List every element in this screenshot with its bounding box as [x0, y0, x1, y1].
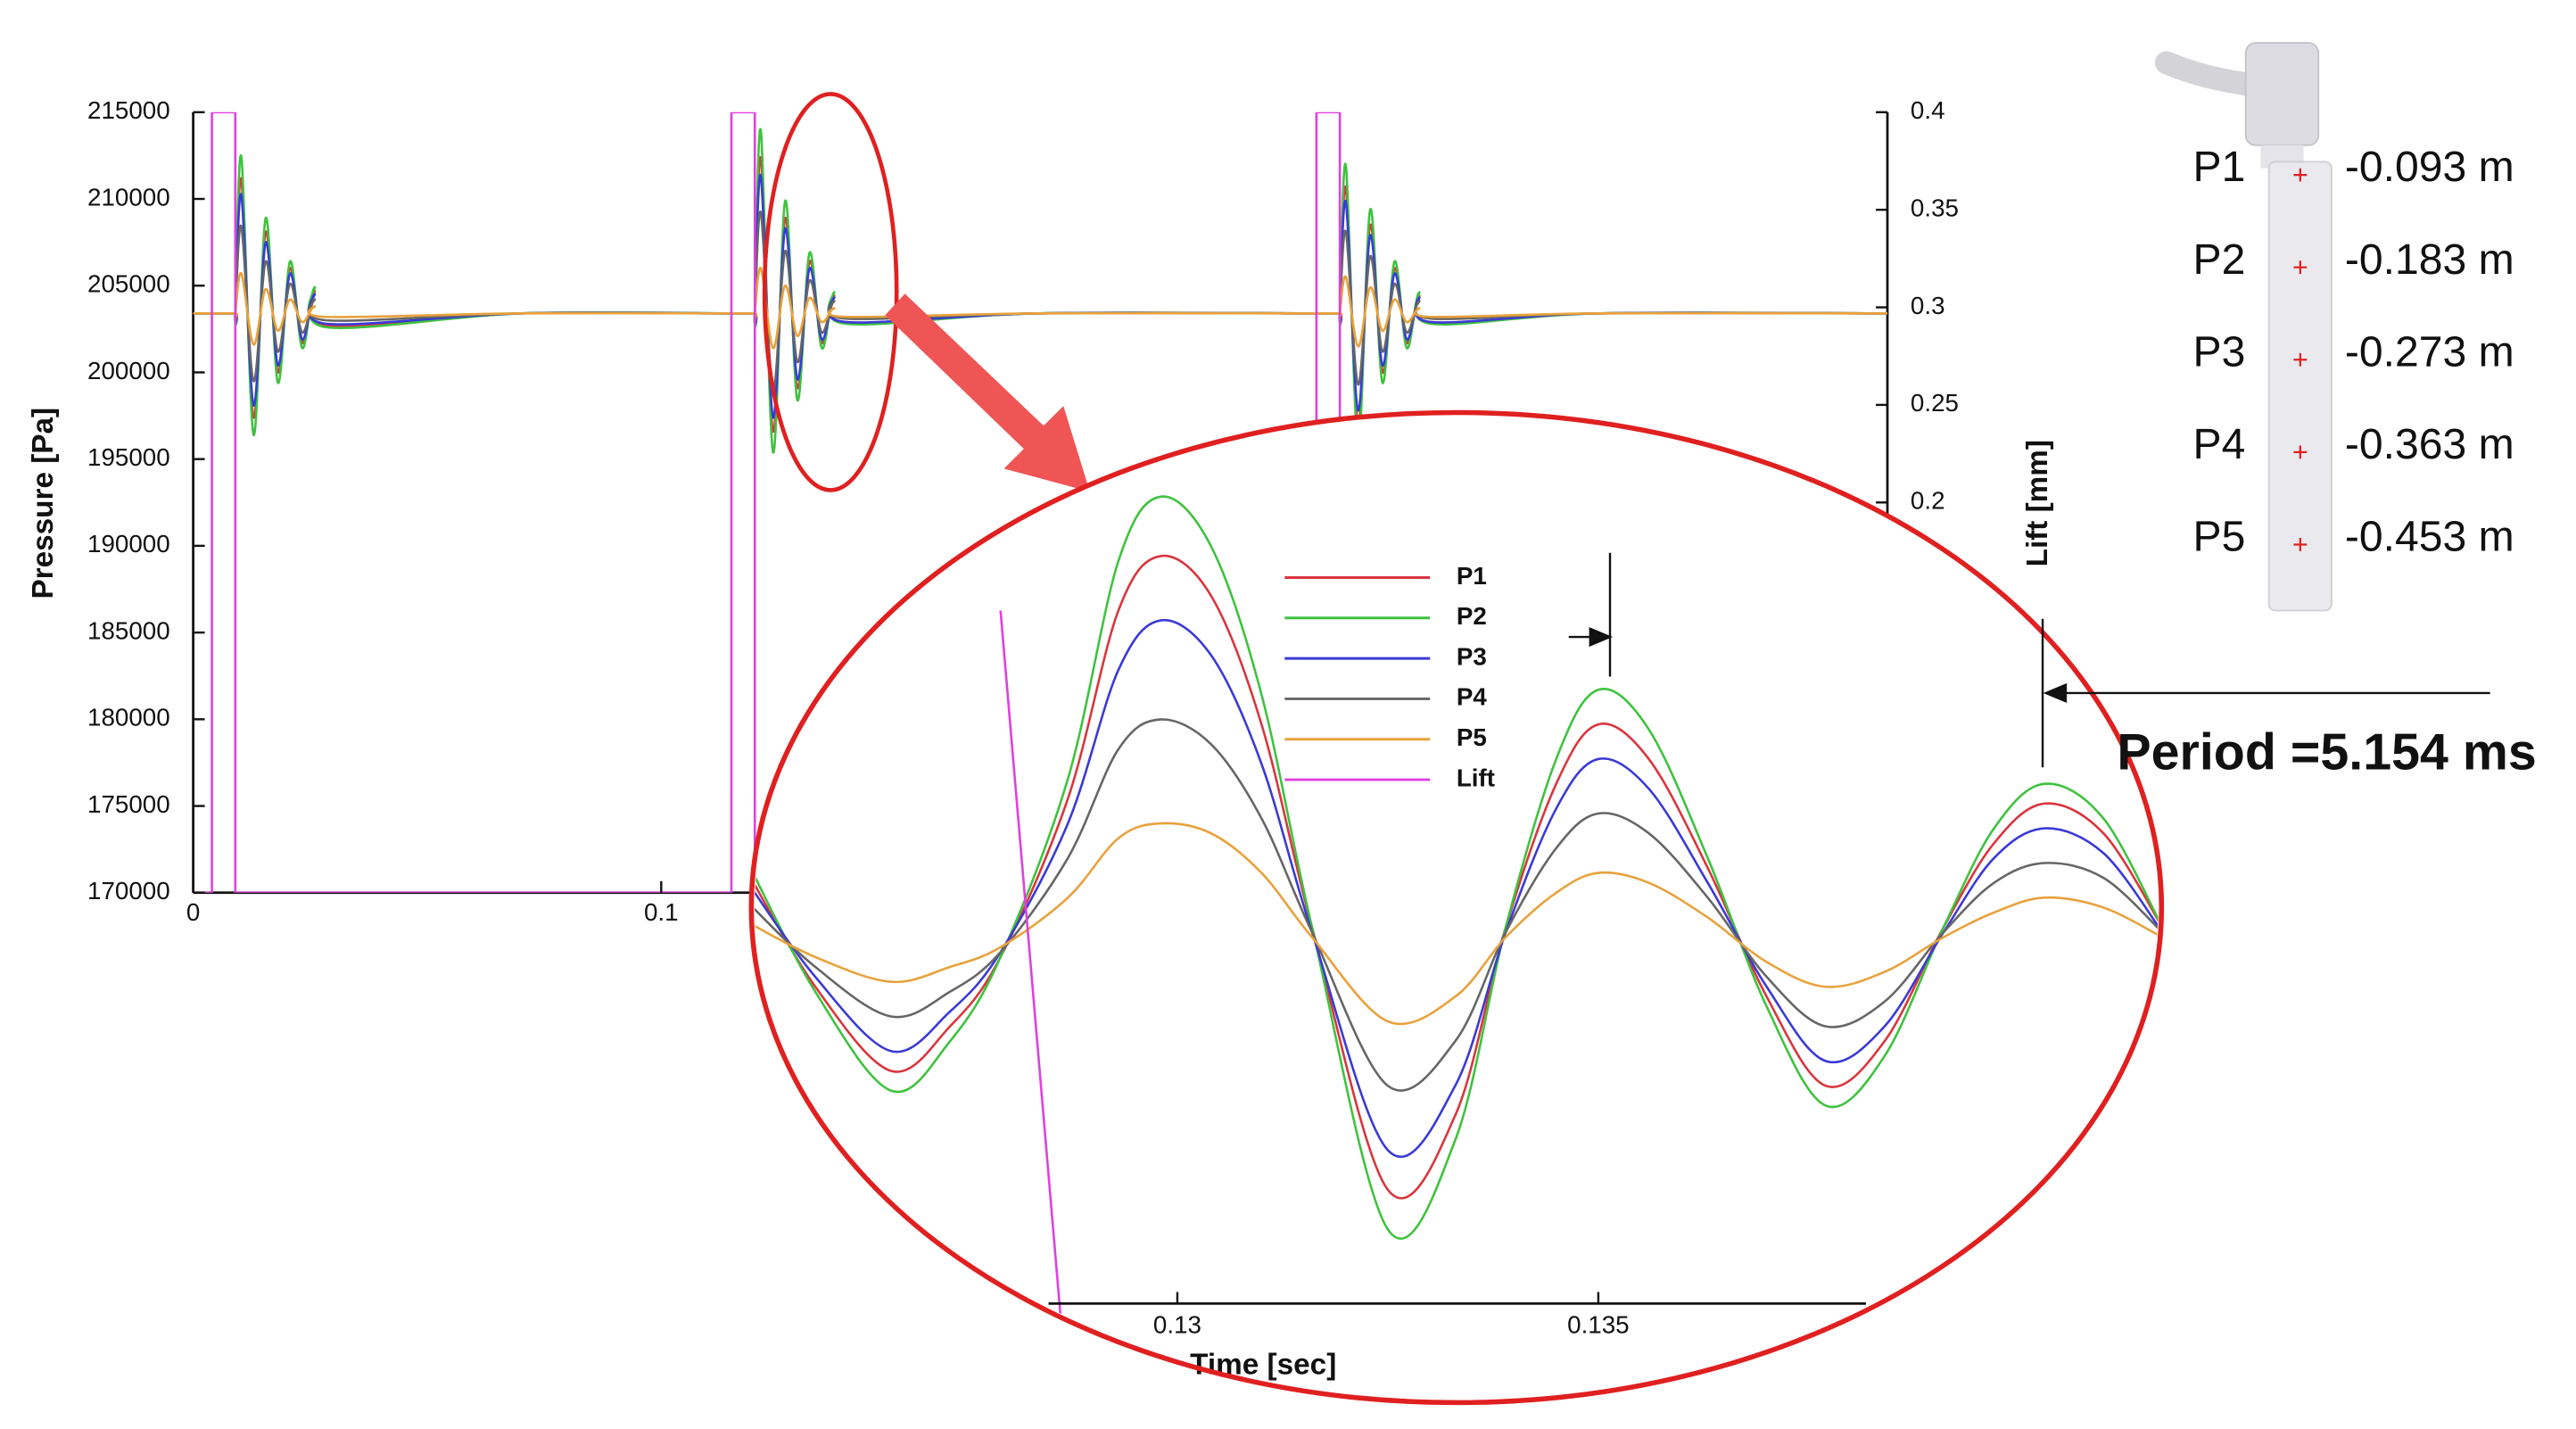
pipe-illustration — [2154, 42, 2332, 612]
legend-label: P4 — [1457, 683, 1488, 711]
connector — [2244, 42, 2320, 146]
y-tick-label: 210000 — [87, 183, 170, 211]
y-tick-label: 205000 — [87, 270, 170, 298]
probe-list: P1 -0.093 m P2 -0.183 m P3 -0.273 m P4 -0.363 m… — [2193, 143, 2514, 560]
series-line — [755, 495, 2159, 1240]
arrow-head — [2043, 682, 2068, 704]
probe-position: -0.273 m — [2345, 327, 2514, 376]
arrow-head — [1589, 627, 1614, 648]
series-line — [193, 267, 1888, 350]
y-tick-label: 200000 — [87, 357, 170, 384]
y-axis-title: Pressure [Pa] — [27, 408, 60, 599]
series-line — [755, 718, 2159, 1092]
y2-tick-label: 0.4 — [1911, 96, 1945, 124]
probe-label: P3 — [2193, 327, 2246, 376]
y2-tick-label: 0.3 — [1911, 292, 1945, 319]
y2-axis-title: Lift [mm] — [2021, 440, 2054, 566]
x-tick-label: 0.1 — [644, 898, 679, 926]
x-tick-label: 0 — [186, 898, 200, 926]
y-tick-label: 175000 — [87, 790, 170, 818]
probe-position: -0.183 m — [2345, 235, 2514, 284]
period-label: Period =5.154 ms — [2117, 723, 2536, 781]
probe-label: P4 — [2193, 420, 2246, 468]
legend-label: P5 — [1457, 723, 1487, 751]
y-tick-label: 180000 — [87, 704, 170, 731]
probe-marker — [2293, 352, 2308, 367]
probe-marker — [2293, 168, 2308, 182]
pipe — [2267, 161, 2332, 612]
probe-marker — [2293, 538, 2308, 551]
zoom-arrow — [885, 293, 1090, 492]
series-line — [193, 156, 1888, 433]
probe-position: -0.093 m — [2345, 143, 2514, 191]
probe-marker — [2293, 260, 2308, 275]
legend-label: Lift — [1457, 764, 1495, 791]
y-tick-label: 195000 — [87, 443, 170, 471]
x-tick-label: 0.13 — [1153, 1311, 1201, 1339]
series-line — [193, 211, 1888, 392]
inset-chart: 0.13 0.135 Time [sec] P1 P2 P3 P4 P5 Lift — [755, 495, 2159, 1400]
highlight-ellipse — [762, 92, 899, 492]
y2-tick-label: 0.2 — [1911, 487, 1945, 515]
inset-border — [748, 409, 2165, 1406]
series-line — [755, 618, 2159, 1158]
legend-label: P2 — [1457, 602, 1487, 630]
x-axis-title: Time [sec] — [1190, 1349, 1336, 1382]
y-tick-label: 190000 — [87, 530, 170, 558]
period-markers — [1568, 552, 2490, 768]
y-tick-label: 215000 — [87, 96, 170, 124]
y2-tick-label: 0.25 — [1911, 389, 1959, 417]
plot-area — [193, 112, 1888, 893]
legend-label: P3 — [1457, 642, 1487, 670]
x-tick-label: 0.135 — [1567, 1311, 1629, 1339]
probe-marker — [2293, 445, 2308, 459]
series-line — [193, 173, 1888, 419]
probe-position: -0.453 m — [2345, 513, 2514, 561]
legend-label: P1 — [1457, 562, 1487, 590]
probe-label: P1 — [2193, 143, 2246, 191]
y-tick-label: 185000 — [87, 616, 170, 644]
series-line — [999, 610, 1069, 1400]
probe-label: P5 — [2193, 513, 2246, 561]
main-chart: 170000 175000 180000 185000 190000 195000 2000… — [27, 96, 2054, 926]
series-line — [193, 128, 1888, 454]
y-tick-label: 170000 — [87, 877, 170, 904]
series-line — [755, 554, 2159, 1200]
plot-area — [755, 495, 2159, 1400]
probe-position: -0.363 m — [2345, 420, 2514, 468]
series-line — [755, 822, 2159, 1026]
y2-tick-label: 0.35 — [1911, 194, 1959, 222]
probe-label: P2 — [2193, 235, 2246, 284]
